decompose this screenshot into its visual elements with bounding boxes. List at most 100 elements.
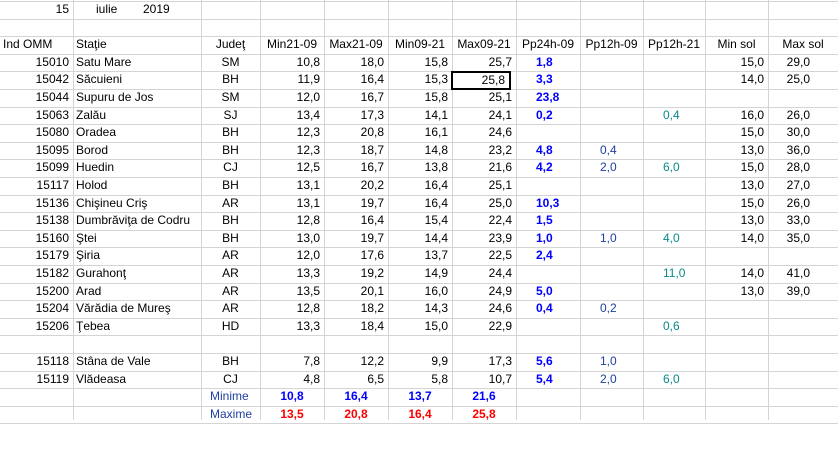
max2109-cell[interactable]: 18,7	[360, 142, 384, 157]
pp12h-09-cell[interactable]: 2,0	[600, 160, 617, 175]
pp12h-21-cell[interactable]	[643, 353, 705, 370]
pp12h-21-cell[interactable]: 4,0	[663, 230, 680, 245]
max-sol-cell[interactable]	[768, 247, 838, 264]
max-sol-cell[interactable]: 28,0	[786, 160, 810, 175]
station-id-cell[interactable]: 15182	[35, 266, 69, 280]
min2109-cell[interactable]: 12,5	[296, 160, 320, 175]
pp12h-09-cell[interactable]: 2,0	[600, 371, 617, 386]
max-sol-cell[interactable]	[768, 371, 838, 388]
pp12h-21-cell[interactable]	[643, 177, 705, 194]
pp12h-09-cell[interactable]: 0,4	[600, 142, 617, 157]
station-name-cell[interactable]: Huedin	[76, 160, 115, 175]
min2109-cell[interactable]: 12,8	[296, 213, 320, 228]
county-cell[interactable]: BH	[222, 142, 239, 157]
station-name-cell[interactable]: Arad	[76, 283, 102, 298]
max0921-cell[interactable]: 24,1	[488, 107, 512, 122]
min0921-cell[interactable]: 16,4	[424, 178, 448, 192]
max2109-cell[interactable]: 19,7	[360, 230, 384, 245]
pp24h-cell[interactable]: 1,5	[536, 213, 553, 228]
min-sol-cell[interactable]: 16,0	[740, 107, 764, 122]
station-name-cell[interactable]: Satu Mare	[76, 54, 132, 69]
min2109-cell[interactable]: 13,3	[296, 318, 320, 333]
county-cell[interactable]: SM	[221, 54, 240, 69]
pp12h-21-cell[interactable]: 0,6	[663, 318, 680, 333]
county-cell[interactable]: AR	[222, 195, 239, 210]
county-cell[interactable]: BH	[222, 213, 239, 228]
station-name-cell[interactable]: Supuru de Jos	[76, 90, 154, 104]
min-sol-cell[interactable]	[705, 89, 768, 106]
column-header[interactable]: Judeţ	[215, 37, 246, 52]
county-cell[interactable]: BH	[222, 354, 239, 368]
station-name-cell[interactable]: Oradea	[76, 125, 117, 140]
max-sol-cell[interactable]	[768, 353, 838, 370]
pp24h-cell[interactable]	[516, 318, 580, 335]
station-name-cell[interactable]: Săcuieni	[76, 72, 123, 87]
min0921-cell[interactable]: 14,3	[424, 301, 448, 316]
station-name-cell[interactable]: Vărădia de Mureş	[76, 301, 171, 316]
min0921-cell[interactable]: 15,8	[424, 90, 448, 104]
pp24h-cell[interactable]: 1,0	[536, 230, 553, 245]
station-id-cell[interactable]: 15010	[35, 54, 69, 69]
max-sol-cell[interactable]: 27,0	[786, 178, 810, 192]
maxime-value[interactable]: 25,8	[472, 406, 496, 421]
column-header[interactable]: Max sol	[782, 37, 824, 52]
min-sol-cell[interactable]: 14,0	[740, 266, 764, 280]
pp12h-21-cell[interactable]	[643, 195, 705, 212]
station-name-cell[interactable]: Gurahonţ	[76, 266, 127, 280]
max0921-cell[interactable]: 22,9	[488, 318, 512, 333]
pp12h-21-cell[interactable]	[643, 283, 705, 300]
county-cell[interactable]: AR	[222, 283, 239, 298]
pp24h-cell[interactable]	[516, 177, 580, 194]
min0921-cell[interactable]: 14,9	[424, 266, 448, 280]
max-sol-cell[interactable]: 35,0	[786, 230, 810, 245]
max0921-cell[interactable]: 23,9	[488, 230, 512, 245]
max2109-cell[interactable]: 20,8	[360, 125, 384, 140]
county-cell[interactable]: AR	[222, 301, 239, 316]
min-sol-cell[interactable]	[705, 300, 768, 317]
minime-value[interactable]: 13,7	[408, 389, 432, 404]
pp24h-cell[interactable]	[516, 124, 580, 141]
pp12h-09-cell[interactable]	[580, 247, 643, 264]
min0921-cell[interactable]: 14,1	[424, 107, 448, 122]
min0921-cell[interactable]: 14,4	[424, 230, 448, 245]
min-sol-cell[interactable]: 15,0	[740, 54, 764, 69]
min0921-cell[interactable]: 16,1	[424, 125, 448, 140]
min-sol-cell[interactable]: 13,0	[740, 213, 764, 228]
maxime-label[interactable]: Maxime	[210, 406, 253, 421]
max-sol-cell[interactable]	[768, 318, 838, 335]
min2109-cell[interactable]: 7,8	[303, 354, 320, 368]
max0921-cell[interactable]: 24,6	[488, 125, 512, 140]
minime-value[interactable]: 16,4	[344, 389, 368, 404]
date-day-cell[interactable]: 15	[55, 2, 69, 16]
maxime-value[interactable]: 16,4	[408, 406, 432, 421]
pp12h-21-cell[interactable]	[643, 300, 705, 317]
max-sol-cell[interactable]: 36,0	[786, 142, 810, 157]
station-id-cell[interactable]: 15136	[35, 195, 69, 210]
min0921-cell[interactable]: 16,4	[424, 195, 448, 210]
pp12h-09-cell[interactable]	[580, 71, 643, 88]
pp24h-cell[interactable]: 3,3	[536, 72, 553, 87]
max0921-cell[interactable]: 24,6	[488, 301, 512, 316]
max0921-cell[interactable]: 25,0	[488, 195, 512, 210]
station-id-cell[interactable]: 15179	[35, 248, 69, 263]
min2109-cell[interactable]: 12,8	[296, 301, 320, 316]
county-cell[interactable]: CJ	[223, 371, 238, 386]
pp12h-09-cell[interactable]	[580, 318, 643, 335]
min2109-cell[interactable]: 13,1	[296, 178, 320, 192]
pp12h-21-cell[interactable]	[643, 142, 705, 159]
max0921-cell[interactable]: 24,4	[488, 266, 512, 280]
max0921-cell[interactable]: 25,1	[488, 90, 512, 104]
min0921-cell[interactable]: 15,3	[424, 72, 448, 87]
min-sol-cell[interactable]	[705, 371, 768, 388]
max-sol-cell[interactable]: 26,0	[786, 107, 810, 122]
pp12h-09-cell[interactable]	[580, 177, 643, 194]
min-sol-cell[interactable]: 15,0	[740, 195, 764, 210]
max0921-cell[interactable]: 23,2	[488, 142, 512, 157]
min2109-cell[interactable]: 10,8	[296, 54, 320, 69]
county-cell[interactable]: SM	[221, 90, 240, 104]
station-id-cell[interactable]: 15119	[36, 371, 69, 386]
pp12h-09-cell[interactable]	[580, 283, 643, 300]
station-id-cell[interactable]: 15099	[35, 160, 69, 175]
min2109-cell[interactable]: 13,1	[296, 195, 320, 210]
max0921-cell[interactable]: 22,5	[488, 248, 512, 263]
